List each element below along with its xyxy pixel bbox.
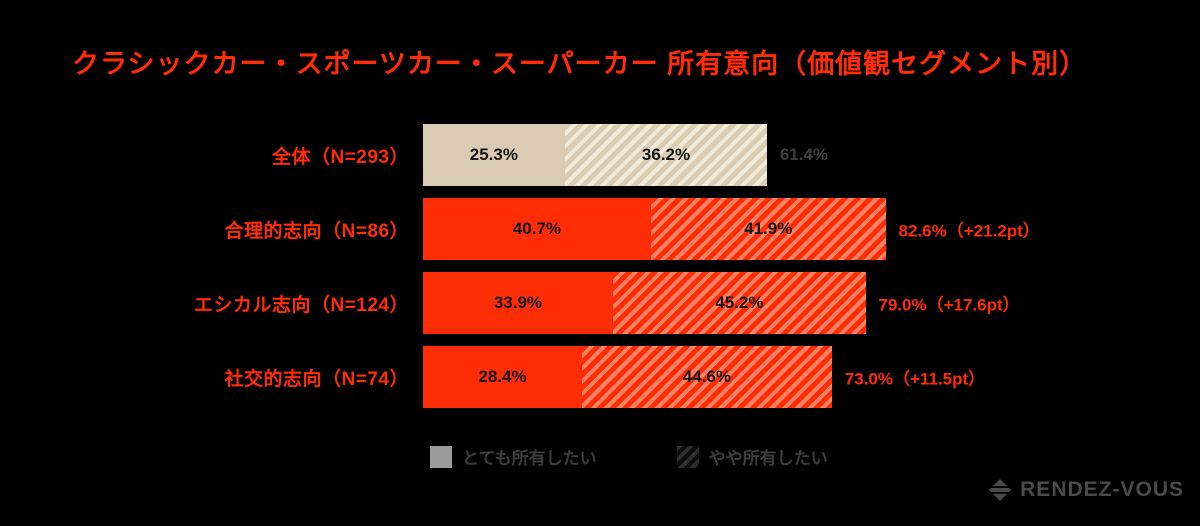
segment-value: 40.7%: [512, 219, 562, 238]
segment-somewhat-want: 45.2%: [612, 272, 866, 334]
bar-track: 40.7% 41.9% 82.6%（+21.2pt）: [423, 198, 1040, 260]
row-label: エシカル志向（N=124）: [193, 294, 409, 316]
segment-value: 45.2%: [715, 293, 764, 312]
chart-row-social: 社交的志向（N=74） 28.4% 44.6% 73.0%（+11.5pt）: [0, 346, 1200, 408]
bar-chart: 全体（N=293） 25.3% 36.2% 61.4% 合理的志向（N=86）: [0, 124, 1200, 420]
segment-somewhat-want: 41.9%: [650, 198, 886, 260]
segment-value: 33.9%: [493, 293, 543, 312]
legend-item-somewhat-want: やや所有したい: [676, 444, 828, 469]
segment-very-want: 28.4%: [423, 346, 583, 408]
legend-swatch-hatched: [676, 445, 699, 468]
segment-value: 44.6%: [682, 367, 731, 386]
chart-row-overall: 全体（N=293） 25.3% 36.2% 61.4%: [0, 124, 1200, 186]
segment-very-want: 25.3%: [423, 124, 565, 186]
bar-track: 25.3% 36.2% 61.4%: [423, 124, 983, 186]
total-value: 82.6%（+21.2pt）: [898, 221, 1040, 241]
brand-name: RENDEZ-VOUS: [1020, 478, 1184, 501]
segment-very-want: 33.9%: [423, 272, 613, 334]
segment-value: 41.9%: [744, 219, 793, 238]
row-label: 社交的志向（N=74）: [224, 368, 409, 390]
chart-row-ethical: エシカル志向（N=124） 33.9% 45.2% 79.0%（+17.6pt）: [0, 272, 1200, 334]
segment-value: 28.4%: [478, 367, 527, 386]
segment-very-want: 40.7%: [423, 198, 651, 260]
legend: とても所有したい やや所有したい: [430, 444, 828, 469]
segment-value: 36.2%: [641, 145, 691, 164]
segment-value: 25.3%: [469, 145, 518, 164]
legend-swatch-solid: [430, 445, 452, 468]
legend-label: やや所有したい: [708, 449, 828, 468]
diamond-logo-icon: [988, 478, 1013, 502]
bar-track: 33.9% 45.2% 79.0%（+17.6pt）: [423, 272, 1020, 334]
stacked-bar: 33.9% 45.2%: [423, 272, 983, 334]
brand-logo: RENDEZ-VOUS: [988, 478, 1184, 502]
legend-label: とても所有したい: [462, 449, 597, 468]
segment-somewhat-want: 44.6%: [582, 346, 832, 408]
segment-somewhat-want: 36.2%: [564, 124, 768, 186]
row-label: 全体（N=293）: [271, 146, 409, 168]
stacked-bar: 28.4% 44.6%: [423, 346, 983, 408]
stacked-bar: 25.3% 36.2%: [423, 124, 983, 186]
stacked-bar: 40.7% 41.9%: [423, 198, 983, 260]
total-value: 73.0%（+11.5pt）: [844, 369, 986, 389]
chart-row-rational: 合理的志向（N=86） 40.7% 41.9% 82.6%（+21.2pt）: [0, 198, 1200, 260]
chart-title: クラシックカー・スポーツカー・スーパーカー 所有意向（価値観セグメント別）: [72, 49, 1088, 79]
legend-item-very-want: とても所有したい: [430, 444, 597, 469]
row-label: 合理的志向（N=86）: [224, 220, 409, 242]
total-value: 79.0%（+17.6pt）: [878, 295, 1020, 315]
total-value: 61.4%: [779, 145, 829, 164]
bar-track: 28.4% 44.6% 73.0%（+11.5pt）: [423, 346, 986, 408]
